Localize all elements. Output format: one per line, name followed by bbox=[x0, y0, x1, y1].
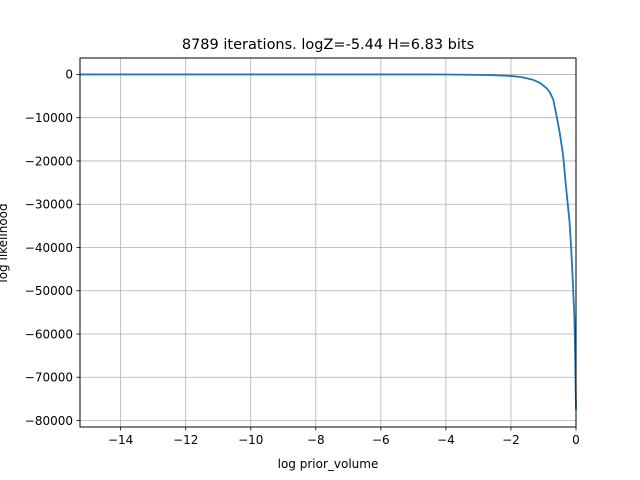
x-tick-label: −14 bbox=[108, 433, 133, 447]
series-line bbox=[80, 73, 577, 410]
y-tick-label: −40000 bbox=[25, 241, 73, 255]
x-tick-label: 0 bbox=[572, 433, 580, 447]
chart-title: 8789 iterations. logZ=-5.44 H=6.83 bits bbox=[182, 37, 474, 53]
grid bbox=[80, 58, 577, 427]
y-tick-label: −20000 bbox=[25, 154, 73, 168]
x-tick-label: −6 bbox=[372, 433, 390, 447]
y-tick-label: −50000 bbox=[25, 284, 73, 298]
x-tick-label: −2 bbox=[502, 433, 520, 447]
x-tick-label: −8 bbox=[307, 433, 325, 447]
y-axis-label: log likelihood bbox=[0, 203, 10, 282]
x-tick-label: −4 bbox=[437, 433, 455, 447]
plot-frame bbox=[79, 57, 577, 428]
x-tick-label: −10 bbox=[238, 433, 263, 447]
y-tick-label: −70000 bbox=[25, 371, 73, 385]
y-tick-label: −30000 bbox=[25, 198, 73, 212]
y-tick-label: −60000 bbox=[25, 327, 73, 341]
y-tick-label: −80000 bbox=[25, 414, 73, 428]
axis-ticks: −14 −12 −10 −8 −6 −4 −2 0 0 −10000 −20000 −30000 −40… bbox=[25, 68, 580, 447]
y-tick-label: −10000 bbox=[25, 111, 73, 125]
series-lines bbox=[80, 73, 577, 410]
x-axis-label: log prior_volume bbox=[278, 457, 379, 471]
x-tick-label: −12 bbox=[173, 433, 198, 447]
y-tick-label: 0 bbox=[65, 68, 73, 82]
